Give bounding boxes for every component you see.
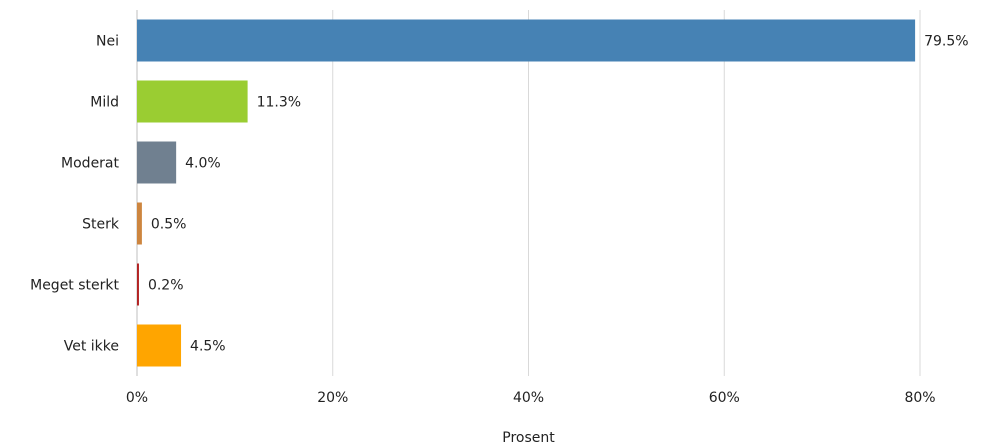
- data-label: 0.5%: [151, 217, 187, 233]
- gridlines: [332, 10, 921, 376]
- category-label: Nei: [96, 34, 119, 50]
- data-label: 4.5%: [190, 339, 226, 355]
- x-tick-labels: 0% 20% 40% 60% 80%: [126, 390, 936, 406]
- bar: [137, 19, 916, 62]
- category-label: Meget sterkt: [30, 278, 119, 294]
- x-tick-label: 20%: [317, 390, 348, 406]
- x-axis-title: Prosent: [502, 430, 555, 446]
- bar: [137, 324, 182, 367]
- x-tick-label: 40%: [513, 390, 544, 406]
- x-tick-label: 60%: [709, 390, 740, 406]
- bars: [137, 19, 916, 367]
- category-labels: Nei Mild Moderat Sterk Meget sterkt Vet ikke: [30, 34, 120, 355]
- bar: [137, 80, 248, 123]
- data-label: 11.3%: [257, 95, 301, 111]
- category-label: Vet ikke: [64, 339, 119, 355]
- bar: [137, 263, 139, 306]
- data-label: 4.0%: [185, 156, 221, 172]
- bar: [137, 141, 177, 184]
- data-label: 0.2%: [148, 278, 184, 294]
- data-label: 79.5%: [924, 34, 968, 50]
- category-label: Moderat: [61, 156, 119, 172]
- bar: [137, 202, 142, 245]
- data-labels: 79.5% 11.3% 4.0% 0.5% 0.2% 4.5%: [148, 34, 969, 355]
- category-label: Mild: [90, 95, 119, 111]
- category-label: Sterk: [82, 217, 120, 233]
- x-tick-label: 0%: [126, 390, 148, 406]
- x-tick-label: 80%: [904, 390, 935, 406]
